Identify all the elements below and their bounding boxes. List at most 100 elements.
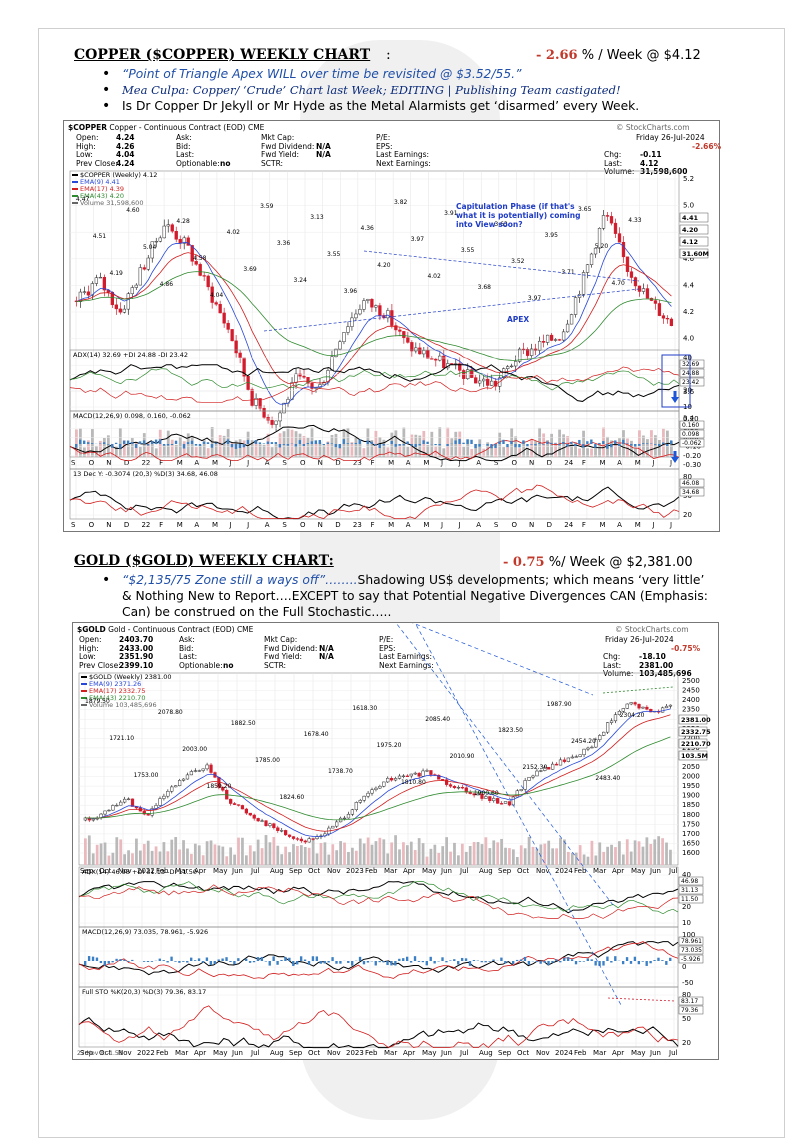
candle-body	[126, 798, 131, 800]
month-tick-label: Oct	[517, 867, 529, 875]
gold-chart-watermark: © StockCharts.com	[615, 625, 689, 634]
price-tag: 4.12	[682, 238, 698, 246]
volume-bar	[307, 847, 311, 865]
stochastic-panel-label: Full STO %K(20,3) %D(3) 79.36, 83.17	[82, 988, 206, 996]
volume-bar	[586, 856, 590, 865]
macd-histogram-bar	[210, 444, 214, 448]
stat-label: High:	[76, 141, 96, 151]
candle-body	[480, 793, 484, 799]
price-point-label: 1859.20	[207, 783, 232, 790]
macd-histogram-bar	[310, 441, 314, 444]
macd-histogram-bar	[314, 440, 317, 444]
volume-bar	[645, 837, 649, 865]
copper-weekly-change: - 2.66 % / Week @ $4.12	[536, 48, 701, 63]
month-tick-label: 2024	[555, 867, 573, 875]
candle-body	[106, 289, 110, 293]
month-tick-label: A	[617, 459, 622, 467]
volume-bar	[574, 442, 577, 457]
candle-body	[441, 779, 445, 781]
volume-bar	[508, 848, 511, 865]
volume-bar	[382, 839, 386, 865]
volume-bar	[454, 431, 458, 457]
month-tick-label: A	[194, 521, 199, 529]
macd-histogram-bar	[296, 961, 299, 965]
macd-histogram-bar	[142, 961, 146, 962]
candle-body	[593, 247, 598, 255]
adx-panel-tag-box	[678, 885, 704, 895]
macd-histogram-bar	[646, 443, 649, 444]
month-tick-label: Apr	[194, 1049, 206, 1057]
macd-histogram-bar	[402, 444, 405, 446]
month-tick-label: Aug	[270, 1049, 284, 1057]
volume-bar	[131, 853, 134, 865]
month-tick-label: D	[124, 521, 129, 529]
copper-title-colon: :	[386, 47, 391, 63]
candle-body	[342, 332, 346, 343]
price-point-label: 3.55	[327, 251, 341, 258]
month-tick-label: Nov	[536, 1049, 550, 1057]
candle-body	[492, 798, 496, 801]
volume-bar	[669, 849, 672, 865]
candle-body	[565, 323, 570, 333]
macd-histogram-bar	[233, 961, 236, 965]
candle-body	[218, 303, 222, 314]
macd-histogram-bar	[394, 444, 397, 447]
volume-bar	[530, 439, 534, 457]
month-tick-label: J	[669, 459, 672, 467]
price-point-label: 3.63	[494, 221, 508, 228]
month-tick-label: J	[246, 459, 249, 467]
price-point-label: 1824.60	[279, 794, 304, 801]
stat-row: Optionable: no	[176, 159, 231, 168]
month-tick-label: J	[651, 521, 654, 529]
candle-body	[578, 754, 582, 757]
volume-bar	[519, 845, 523, 865]
month-tick-label: D	[335, 521, 340, 529]
candle-body	[570, 756, 574, 759]
divergence-dashed-line	[414, 623, 622, 1006]
candle-body	[476, 793, 480, 796]
macd-histogram-bar	[335, 961, 338, 964]
candle-body	[617, 233, 622, 243]
volume-bar	[138, 446, 142, 457]
adx-panel-tag: 11.50	[681, 896, 698, 903]
candle-body	[229, 798, 233, 804]
candle-body	[238, 352, 242, 358]
candle-body	[374, 787, 378, 790]
macd-histogram-bar	[494, 444, 497, 448]
volume-bar	[374, 430, 378, 457]
volume-bar	[178, 436, 182, 457]
volume-bar	[206, 448, 210, 457]
stat-value: 4.26	[116, 141, 135, 151]
month-tick-label: Oct	[99, 1049, 111, 1057]
volume-bar	[170, 839, 174, 865]
macd-histogram-bar	[182, 961, 185, 962]
candle-body	[378, 785, 382, 789]
stochastic-panel-frame	[69, 468, 680, 520]
macd-panel-tag-box	[678, 954, 704, 964]
month-tick-label: May	[631, 867, 645, 875]
macd-panel-tick: -0.20	[683, 452, 701, 460]
gold-bullet-1: “$2,135/75 Zone still a ways off”……..Sha…	[100, 572, 715, 620]
macd-histogram-bar	[602, 441, 605, 444]
candle-body	[472, 793, 476, 796]
volume-bar	[268, 842, 272, 865]
volume-bar	[218, 435, 222, 457]
stochastic-panel-label: 13 Dec Y: -0.3074 (20,3) %D(3) 34.68, 46…	[73, 470, 218, 478]
volume-bar	[476, 842, 480, 865]
macd-histogram-bar	[534, 444, 537, 446]
volume-bar	[453, 842, 456, 865]
volume-bar	[303, 846, 307, 865]
month-tick-label: D	[547, 459, 552, 467]
candle-body	[515, 790, 519, 798]
macd-histogram-bar	[486, 444, 489, 446]
volume-bar	[326, 441, 330, 457]
stat-value: 4.04	[116, 150, 135, 159]
gold-change-pct: - 0.75	[503, 555, 545, 570]
volume-bar	[402, 842, 405, 865]
volume-bar	[539, 844, 543, 865]
stat-label: Volume:	[604, 167, 635, 176]
month-tick-label: May	[631, 1049, 645, 1057]
macd-histogram-bar	[286, 444, 290, 446]
volume-bar	[201, 855, 205, 865]
candle-body	[535, 770, 539, 777]
